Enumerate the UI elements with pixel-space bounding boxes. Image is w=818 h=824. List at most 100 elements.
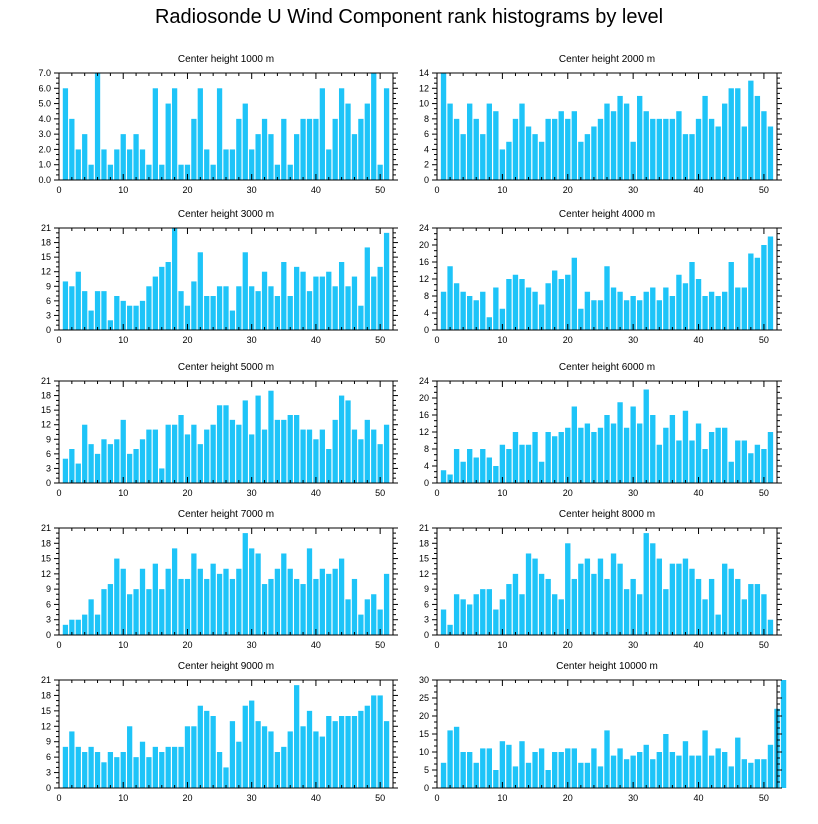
histogram-bar <box>300 271 306 330</box>
histogram-bar <box>107 320 114 330</box>
y-tick-label: 18 <box>41 690 51 700</box>
histogram-bar <box>708 291 715 330</box>
histogram-bar <box>120 752 126 788</box>
histogram-bar <box>371 429 377 483</box>
histogram-bar <box>604 103 610 180</box>
histogram-bar <box>780 680 787 788</box>
histogram-bar <box>689 134 695 180</box>
histogram-bar <box>663 734 669 788</box>
histogram-bar <box>165 746 171 788</box>
histogram-bar <box>689 568 695 635</box>
x-tick-label: 50 <box>375 185 385 195</box>
histogram-bar <box>493 609 499 635</box>
histogram-bar <box>281 419 287 483</box>
histogram-bar <box>178 164 184 180</box>
x-tick-label: 50 <box>759 793 769 803</box>
histogram-bar <box>300 118 306 180</box>
y-tick-label: 15 <box>41 405 51 415</box>
y-tick-label: 6 <box>46 296 51 306</box>
histogram-bar <box>545 432 551 483</box>
histogram-bar <box>754 584 761 635</box>
x-tick-label: 0 <box>56 488 61 498</box>
histogram-panel: Center height 2000 m 0 10 20 30 40 50 0 2 4 6 8 10 12… <box>419 54 782 195</box>
histogram-bar <box>261 429 268 483</box>
histogram-bar <box>332 118 338 180</box>
histogram-bar <box>578 308 584 330</box>
histogram-bar <box>127 726 133 788</box>
histogram-bar <box>708 755 715 788</box>
histogram-panel: Center height 1000 m 0 10 20 30 40 50 0.0 1.0 2.0… <box>38 54 398 195</box>
histogram-bar <box>94 453 101 483</box>
histogram-bar <box>493 287 499 330</box>
histogram-bar <box>767 126 774 180</box>
histogram-bar <box>643 533 649 635</box>
histogram-bar <box>197 88 203 180</box>
x-tick-label: 10 <box>118 793 128 803</box>
histogram-bar <box>440 73 447 180</box>
histogram-bar <box>493 770 499 788</box>
x-tick-label: 20 <box>182 488 192 498</box>
histogram-bar <box>695 755 702 788</box>
x-tick-label: 10 <box>497 640 507 650</box>
histogram-bar <box>447 103 453 180</box>
histogram-bar <box>358 614 364 635</box>
histogram-bar <box>650 118 656 180</box>
histogram-bar <box>94 291 101 330</box>
histogram-bar <box>184 434 191 483</box>
y-tick-label: 18 <box>41 538 51 548</box>
histogram-bar <box>532 291 538 330</box>
histogram-bar <box>682 741 689 788</box>
histogram-bar <box>591 300 597 330</box>
y-tick-label: 24 <box>419 223 429 233</box>
histogram-bar <box>532 134 538 180</box>
x-tick-label: 40 <box>311 185 321 195</box>
histogram-bar <box>440 762 447 788</box>
histogram-bar <box>748 253 754 330</box>
histogram-bar <box>512 766 519 788</box>
histogram-bar <box>223 405 229 483</box>
histogram-bar <box>383 88 390 180</box>
histogram-bar <box>197 444 203 483</box>
histogram-panel: Center height 9000 m 0 10 20 30 40 50 0 3 6 9 12 15 1… <box>41 661 398 803</box>
y-tick-label: 6 <box>46 752 51 762</box>
histogram-bar <box>146 164 152 180</box>
x-tick-label: 20 <box>182 335 192 345</box>
y-tick-label: 0 <box>46 630 51 640</box>
histogram-bar <box>761 111 767 180</box>
histogram-bar <box>223 767 229 788</box>
histogram-bar <box>676 274 682 330</box>
histogram-bar <box>643 389 649 483</box>
histogram-bar <box>204 296 210 330</box>
histogram-bar <box>630 755 636 788</box>
x-tick-label: 50 <box>375 793 385 803</box>
histogram-bar <box>358 439 364 483</box>
histogram-bar <box>656 444 662 483</box>
histogram-bar <box>152 88 158 180</box>
histogram-bar <box>358 118 364 180</box>
histogram-bar <box>107 164 114 180</box>
histogram-bar <box>69 449 75 483</box>
histogram-bar <box>545 118 551 180</box>
histogram-bar <box>82 424 88 483</box>
histogram-bar <box>204 578 210 635</box>
histogram-bar <box>223 149 229 180</box>
histogram-bar <box>708 578 715 635</box>
histogram-bar <box>242 533 248 635</box>
histogram-bar <box>630 141 636 180</box>
histogram-bar <box>722 752 728 788</box>
histogram-panel: Center height 6000 m 0 10 20 30 40 50 0 4 8 12 16 20… <box>419 362 782 498</box>
y-tick-label: 9 <box>46 584 51 594</box>
histogram-bar <box>767 432 774 483</box>
histogram-bar <box>184 578 191 635</box>
histogram-bar <box>249 700 255 788</box>
histogram-bar <box>532 432 538 483</box>
x-tick-label: 10 <box>497 793 507 803</box>
histogram-bar <box>184 164 191 180</box>
histogram-bar <box>538 461 545 483</box>
histogram-bar <box>584 762 591 788</box>
histogram-bar <box>591 573 597 635</box>
histogram-bar <box>525 762 532 788</box>
histogram-bar <box>467 604 473 635</box>
y-tick-label: 15 <box>41 252 51 262</box>
histogram-bar <box>558 432 564 483</box>
